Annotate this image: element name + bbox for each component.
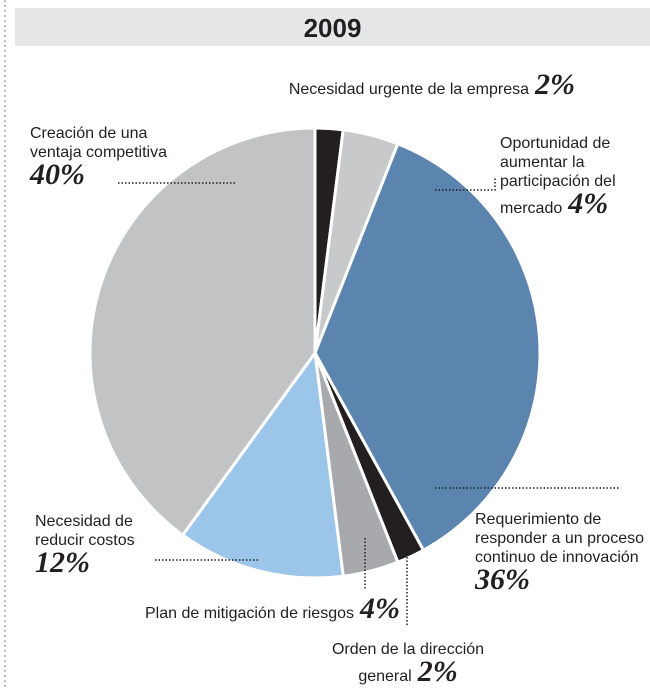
value-label: 12% [35, 546, 90, 579]
value-label: 36% [475, 563, 530, 596]
value-label: 4% [360, 592, 400, 625]
value-label: 2% [535, 68, 575, 101]
slice-label: Oportunidad de aumentar la participación… [500, 134, 640, 220]
category-label: Creación de una ventaja competitiva [30, 125, 167, 161]
chart-title: 2009 [303, 13, 362, 43]
pie-slice [88, 126, 317, 538]
title-banner [15, 8, 650, 46]
category-label: Necesidad de reducir costos [35, 513, 135, 549]
slice-label: Necesidad urgente de la empresa 2% [200, 70, 575, 100]
slice-label: Requerimiento de responder a un proceso … [475, 510, 645, 596]
value-label: 4% [568, 187, 609, 220]
leader-line [435, 178, 496, 191]
pie-slice [180, 349, 345, 580]
slice-label: Orden de la dirección general 2% [318, 640, 498, 688]
category-label: Requerimiento de responder a un proceso … [475, 511, 644, 566]
category-label: Necesidad urgente de la empresa [288, 81, 529, 98]
slice-label: Necesidad de reducir costos 12% [35, 512, 165, 579]
pie-slice [313, 141, 542, 553]
value-label: 2% [417, 655, 458, 688]
value-label: 40% [30, 158, 85, 191]
slice-label: Plan de mitigación de riesgos 4% [60, 594, 400, 624]
slice-label: Creación de una ventaja competitiva 40% [30, 124, 200, 191]
category-label: Plan de mitigación de riesgos [144, 605, 354, 622]
category-label: Oportunidad de aumentar la participación… [500, 135, 616, 217]
category-label: Orden de la dirección general [331, 641, 485, 685]
